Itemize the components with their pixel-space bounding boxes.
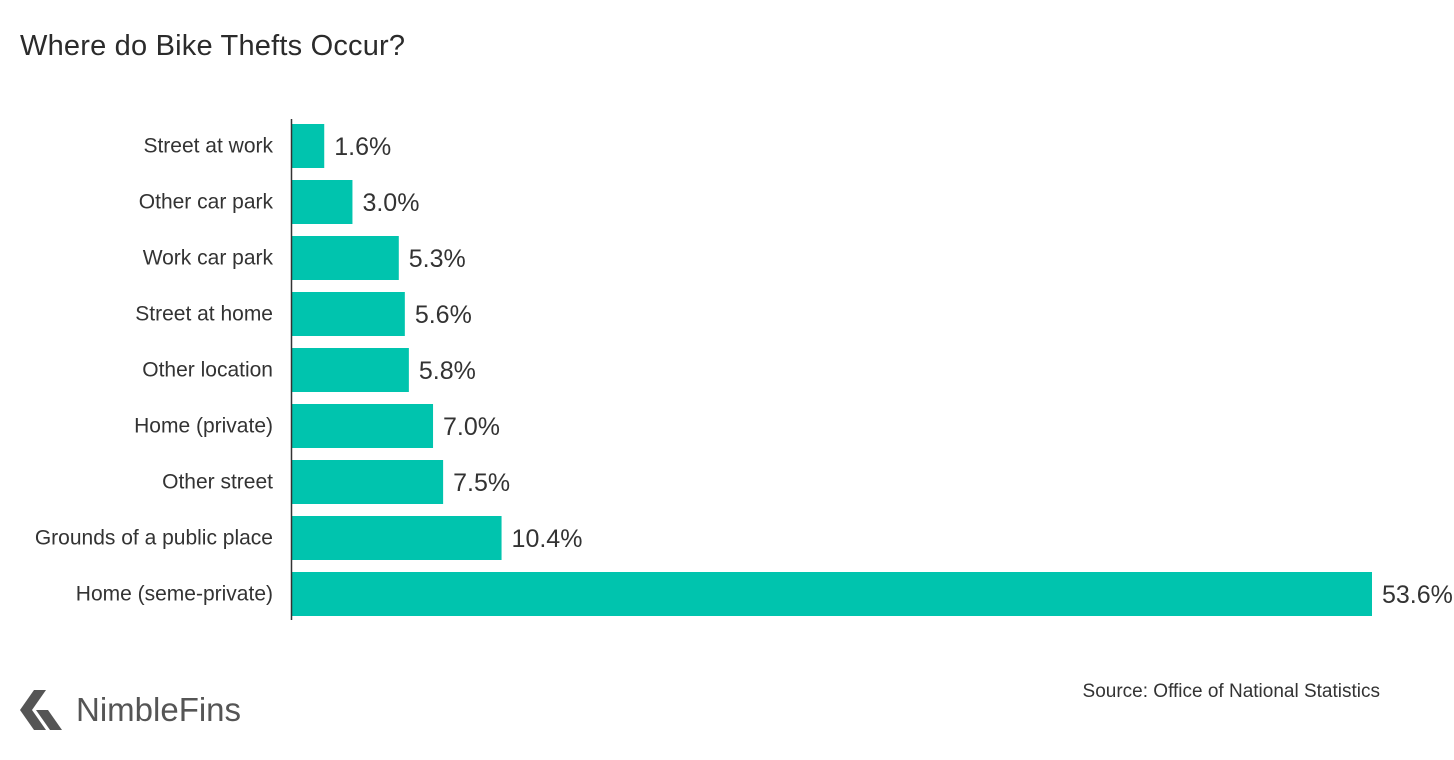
value-label-8: 53.6% xyxy=(1382,581,1453,609)
bar-5 xyxy=(292,404,434,448)
category-label-8: Home (seme-private) xyxy=(76,583,273,606)
category-label-2: Work car park xyxy=(143,247,274,270)
value-label-0: 1.6% xyxy=(334,133,391,161)
bar-3 xyxy=(292,292,405,336)
value-label-5: 7.0% xyxy=(443,413,500,441)
value-label-1: 3.0% xyxy=(362,189,419,217)
value-label-6: 7.5% xyxy=(453,469,510,497)
value-label-4: 5.8% xyxy=(419,357,476,385)
category-label-3: Street at home xyxy=(135,303,273,326)
value-label-7: 10.4% xyxy=(512,525,583,553)
bar-0 xyxy=(292,124,325,168)
bar-2 xyxy=(292,236,399,280)
category-label-7: Grounds of a public place xyxy=(35,527,273,550)
category-label-0: Street at work xyxy=(143,135,273,158)
bars-layer: Street at work 1.6% Other car park 3.0% Work… xyxy=(35,124,1453,616)
bar-4 xyxy=(292,348,409,392)
bar-6 xyxy=(292,460,444,504)
category-label-6: Other street xyxy=(162,471,273,494)
brand-logo: NimbleFins xyxy=(20,688,241,732)
category-label-4: Other location xyxy=(142,359,273,382)
category-label-1: Other car park xyxy=(139,191,274,214)
source-note: Source: Office of National Statistics xyxy=(1082,681,1380,702)
category-label-5: Home (private) xyxy=(134,415,273,438)
arrow-chevron-logo-icon xyxy=(20,690,62,730)
value-label-2: 5.3% xyxy=(409,245,466,273)
bar-8 xyxy=(292,572,1372,616)
brand-name: NimbleFins xyxy=(76,691,242,728)
bar-1 xyxy=(292,180,353,224)
chart-title: Where do Bike Thefts Occur? xyxy=(20,30,406,62)
value-label-3: 5.6% xyxy=(415,301,472,329)
bar-7 xyxy=(292,516,502,560)
